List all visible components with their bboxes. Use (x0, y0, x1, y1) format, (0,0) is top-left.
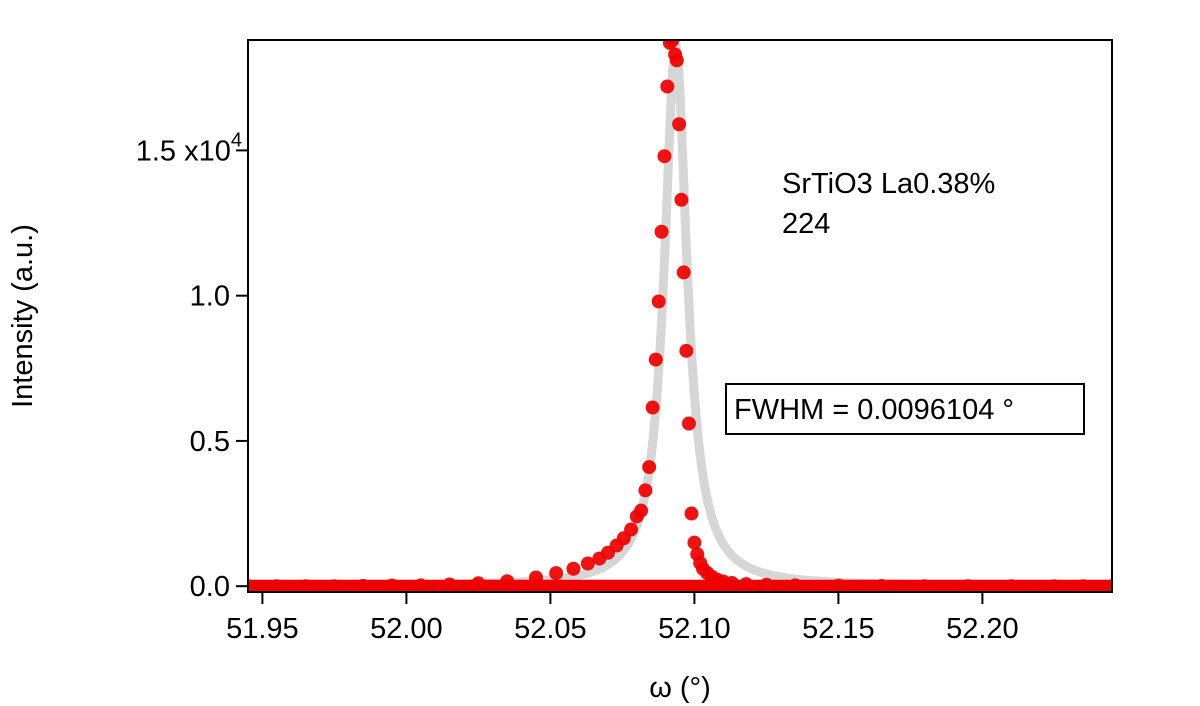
x-tick-label: 52.00 (370, 613, 443, 645)
data-point (413, 578, 428, 592)
data-point (654, 224, 669, 239)
data-point (874, 579, 889, 592)
data-point (471, 576, 486, 591)
data-point (788, 578, 803, 592)
x-axis-ticks: 51.95 52.00 52.05 52.10 52.15 52.20 (226, 592, 1019, 645)
data-point (672, 117, 687, 132)
data-point (739, 577, 754, 592)
data-point (669, 53, 684, 68)
data-point (676, 265, 691, 280)
x-tick-label: 52.15 (802, 613, 875, 645)
data-point (248, 579, 255, 592)
x-tick-label: 52.05 (514, 613, 587, 645)
y-tick-label: 0.0 (190, 571, 230, 603)
plot-frame (247, 39, 1113, 593)
x-tick-label: 52.20 (946, 613, 1019, 645)
data-point (665, 40, 680, 47)
data-point (442, 577, 457, 592)
data-point (327, 579, 342, 592)
data-point (356, 578, 371, 592)
sample-annotation-line2: 224 (782, 208, 830, 240)
data-point (687, 535, 702, 550)
data-point (645, 400, 660, 415)
y-tick-label: 1.5 x104 (136, 129, 242, 167)
data-point (549, 566, 564, 581)
x-axis-title: ω (°) (649, 672, 711, 704)
x-tick-label: 52.10 (658, 613, 731, 645)
fwhm-label: FWHM = 0.0096104 ° (734, 394, 1014, 426)
data-point (648, 352, 663, 367)
data-point (298, 579, 313, 592)
y-tick-label: 1.0 (190, 281, 230, 313)
data-point (634, 503, 649, 518)
data-point (679, 343, 694, 358)
data-point (642, 460, 657, 475)
data-point (385, 578, 399, 592)
data-point (674, 192, 689, 207)
data-point (500, 574, 515, 589)
data-point (657, 149, 672, 164)
data-point (1004, 579, 1019, 592)
data-point (831, 578, 846, 592)
data-points-layer (248, 40, 1112, 592)
data-point (1105, 579, 1112, 592)
data-point (566, 561, 581, 576)
data-point (917, 579, 932, 592)
data-point (529, 570, 543, 585)
data-point (638, 483, 653, 498)
data-point (660, 79, 675, 94)
data-point (684, 506, 699, 521)
fwhm-box-frame (725, 383, 1085, 435)
data-point (651, 294, 666, 309)
data-point (961, 579, 975, 592)
data-point (580, 556, 595, 571)
data-point (724, 575, 739, 590)
y-axis-title: Intensity (a.u.) (7, 224, 39, 408)
data-point (681, 416, 696, 431)
data-point (269, 579, 284, 592)
data-point (624, 522, 639, 537)
y-tick-label: 0.5 (190, 426, 230, 458)
data-point (1047, 579, 1062, 592)
data-point (759, 577, 774, 592)
x-tick-label: 51.95 (226, 613, 299, 645)
sample-annotation-line1: SrTiO3 La0.38% (782, 168, 995, 200)
data-point (1076, 579, 1091, 592)
y-axis-ticks: 0.0 0.5 1.0 1.5 x104 (136, 129, 248, 603)
